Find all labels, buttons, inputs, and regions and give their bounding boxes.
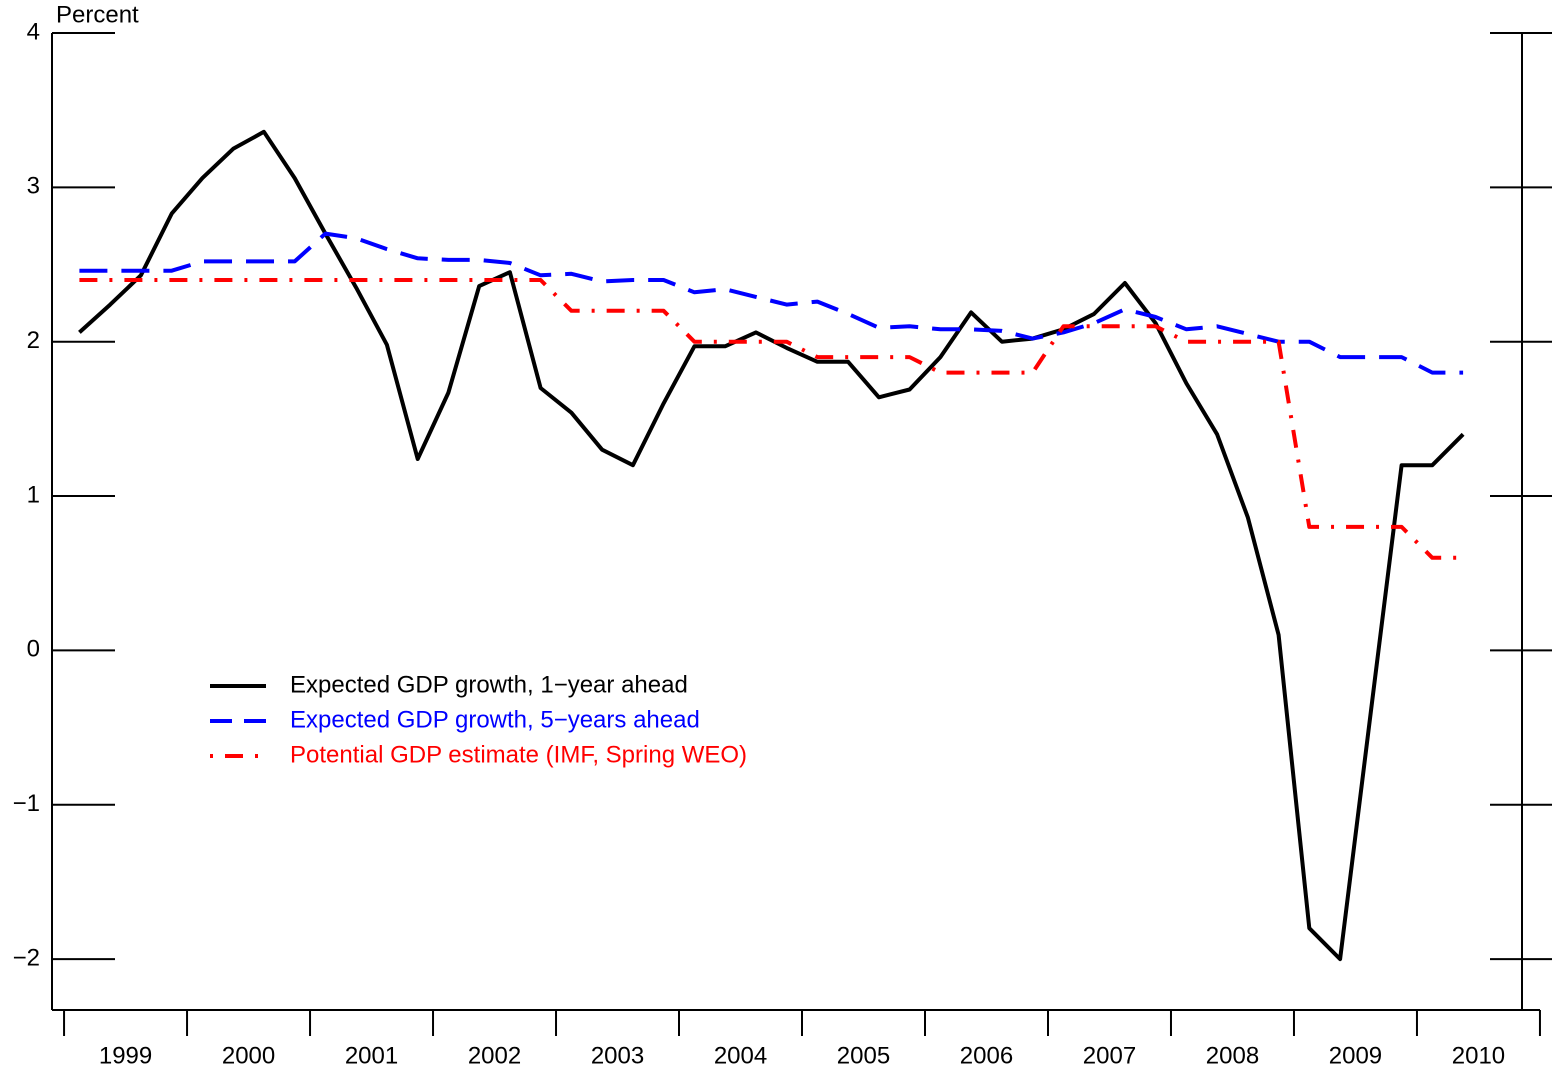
y-tick-label: −2 — [13, 944, 40, 971]
legend-label: Expected GDP growth, 5−years ahead — [290, 706, 700, 733]
x-tick-label: 2010 — [1452, 1042, 1505, 1069]
y-tick-label: 3 — [27, 173, 40, 200]
y-tick-label: 1 — [27, 481, 40, 508]
y-tick-label: 0 — [27, 636, 40, 663]
x-tick-label: 2004 — [714, 1042, 767, 1069]
x-tick-label: 2005 — [837, 1042, 890, 1069]
legend-label: Expected GDP growth, 1−year ahead — [290, 671, 688, 698]
x-tick-label: 2008 — [1206, 1042, 1259, 1069]
x-tick-label: 1999 — [99, 1042, 152, 1069]
y-axis-label: Percent — [56, 1, 139, 28]
y-tick-label: 2 — [27, 327, 40, 354]
x-tick-label: 2009 — [1329, 1042, 1382, 1069]
legend-label: Potential GDP estimate (IMF, Spring WEO) — [290, 741, 747, 768]
x-tick-label: 2007 — [1083, 1042, 1136, 1069]
y-tick-label: −1 — [13, 790, 40, 817]
line-series — [79, 278, 1464, 560]
line-series — [78, 129, 1465, 962]
line-series — [79, 231, 1464, 375]
x-tick-label: 2006 — [960, 1042, 1013, 1069]
x-tick-label: 2000 — [222, 1042, 275, 1069]
y-tick-label: 4 — [27, 18, 40, 45]
x-tick-label: 2003 — [591, 1042, 644, 1069]
x-tick-label: 2001 — [345, 1042, 398, 1069]
x-tick-label: 2002 — [468, 1042, 521, 1069]
